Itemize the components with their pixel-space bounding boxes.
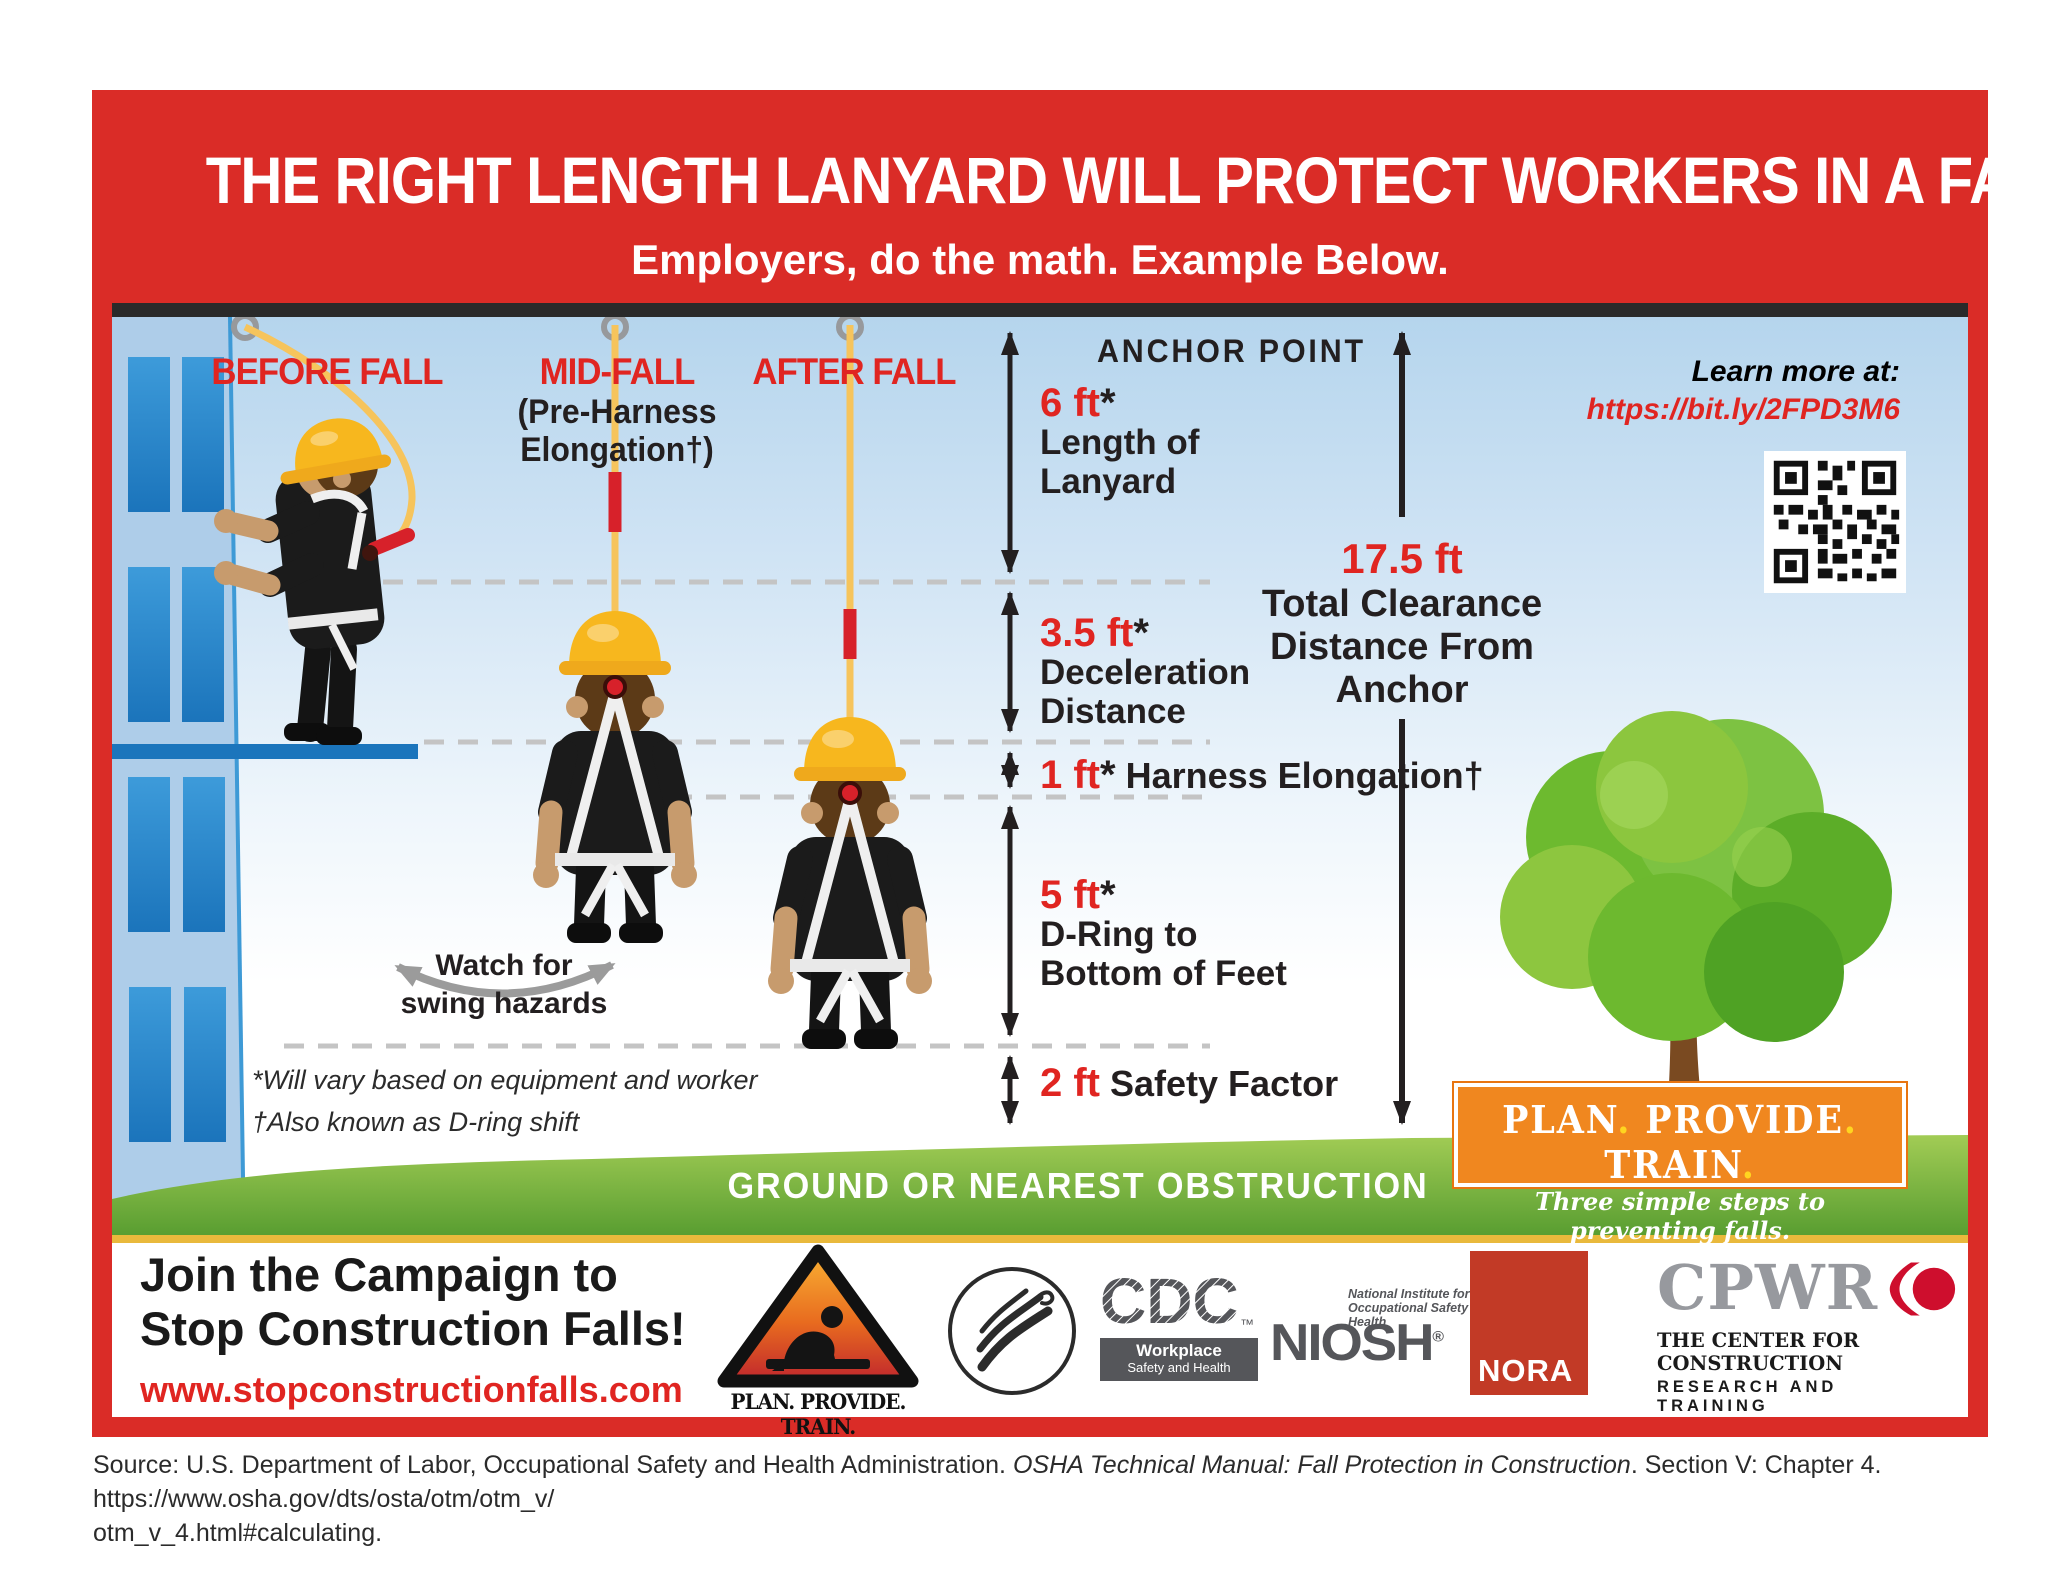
ground-label: GROUND OR NEAREST OBSTRUCTION bbox=[727, 1165, 1429, 1206]
learn-more-url[interactable]: https://bit.ly/2FPD3M6 bbox=[1586, 393, 1900, 426]
worker-mid-fall bbox=[533, 611, 697, 943]
cdc-wordmark: CDC ™ bbox=[1100, 1265, 1254, 1337]
building bbox=[112, 317, 246, 1243]
measure-3-5ft: 3.5 ft* bbox=[1040, 611, 1149, 655]
measure-3-5ft-text1: Deceleration bbox=[1040, 653, 1251, 692]
source-line-2: otm_v_4.html#calculating. bbox=[93, 1519, 383, 1547]
footnote-2: †Also known as D-ring shift bbox=[252, 1107, 580, 1137]
swing-hazard-label2: swing hazards bbox=[400, 987, 608, 1020]
scene-graphics bbox=[112, 317, 1968, 1243]
carabiner-icons bbox=[231, 317, 864, 341]
campaign-heading-1: Join the Campaign to bbox=[140, 1248, 618, 1301]
separator-strip bbox=[112, 303, 1968, 317]
tree bbox=[1500, 711, 1892, 1159]
sign-plan-provide-train: PLAN. PROVIDE. TRAIN. Three simple steps… bbox=[1452, 1081, 1908, 1243]
nora-logo: NORA bbox=[1470, 1251, 1588, 1395]
niosh-wordmark: NIOSH® bbox=[1270, 1314, 1444, 1372]
poster-title: THE RIGHT LENGTH LANYARD WILL PROTECT WO… bbox=[205, 143, 2048, 217]
cdc-logo: CDC ™ Workplace Safety and Health bbox=[1100, 1265, 1260, 1381]
measure-2ft: 2 ft Safety Factor bbox=[1040, 1061, 1339, 1105]
measure-5ft: 5 ft* bbox=[1040, 873, 1116, 917]
measure-1ft: 1 ft* Harness Elongation† bbox=[1040, 753, 1484, 797]
measure-5ft-text2: Bottom of Feet bbox=[1040, 954, 1287, 993]
hhs-logo bbox=[948, 1267, 1076, 1395]
svg-text:CDC: CDC bbox=[1100, 1269, 1239, 1331]
campaign-heading-2: Stop Construction Falls! bbox=[140, 1302, 686, 1355]
measure-5ft-text1: D-Ring to bbox=[1040, 915, 1198, 954]
measure-3-5ft-text2: Distance bbox=[1040, 692, 1186, 731]
cpwr-wordmark: CPWR bbox=[1657, 1251, 1879, 1324]
ground-gold-line bbox=[112, 1235, 1968, 1243]
cpwr-logo: CPWR THE CENTER FOR CONSTRUCTION RESEARC… bbox=[1657, 1257, 1957, 1416]
swing-hazard-label1: Watch for bbox=[435, 949, 573, 982]
niosh-subtitle: National Institute for Occupational Safe… bbox=[1348, 1287, 1494, 1329]
measure-6ft-text2: Lanyard bbox=[1040, 462, 1177, 501]
sign-words: PLAN. PROVIDE. TRAIN. bbox=[1502, 1097, 1858, 1187]
stage-label-after: AFTER FALL bbox=[752, 351, 956, 392]
ppt-caption: PLAN. PROVIDE. TRAIN. bbox=[730, 1389, 907, 1439]
worker-after-fall bbox=[768, 717, 932, 1049]
cpwr-subtitle-2: RESEARCH AND TRAINING bbox=[1657, 1378, 1838, 1415]
qr-code bbox=[1764, 451, 1906, 593]
worker-before-fall bbox=[214, 418, 415, 745]
learn-more-label: Learn more at: bbox=[1691, 355, 1900, 388]
cpwr-subtitle-1: THE CENTER FOR CONSTRUCTION bbox=[1657, 1329, 1860, 1375]
scene: ANCHOR POINT BEFORE FALL MID-FALL (Pre-H… bbox=[112, 317, 1968, 1243]
ppt-triangle-icon bbox=[717, 1244, 919, 1388]
cpwr-icon bbox=[1889, 1262, 1956, 1316]
poster-subtitle: Employers, do the math. Example Below. bbox=[631, 236, 1449, 283]
stage-label-before: BEFORE FALL bbox=[211, 351, 443, 392]
building-windows bbox=[128, 357, 226, 1142]
stage-label-mid-sub1: (Pre-Harness bbox=[517, 393, 717, 431]
measure-6ft-text1: Length of bbox=[1040, 423, 1200, 462]
stage-label-mid: MID-FALL bbox=[539, 351, 696, 392]
sign-tagline: Three simple steps to preventing falls. bbox=[1534, 1187, 1825, 1243]
stage-label-mid-sub2: Elongation†) bbox=[520, 431, 714, 469]
measure-6ft: 6 ft* bbox=[1040, 381, 1116, 425]
svg-text:™: ™ bbox=[1240, 1316, 1254, 1331]
source-note: Source: U.S. Department of Labor, Occupa… bbox=[93, 1448, 1973, 1550]
poster-frame: THE RIGHT LENGTH LANYARD WILL PROTECT WO… bbox=[92, 90, 2048, 1439]
footnote-1: *Will vary based on equipment and worker bbox=[252, 1065, 758, 1095]
work-platform bbox=[112, 744, 418, 759]
source-line-1: Source: U.S. Department of Labor, Occupa… bbox=[93, 1451, 1882, 1513]
swing-hazard-arrow-icon bbox=[394, 961, 616, 998]
total-clearance-label: 17.5 ft Total Clearance Distance From An… bbox=[1261, 535, 1543, 711]
campaign-url[interactable]: www.stopconstructionfalls.com bbox=[140, 1369, 683, 1410]
anchor-point-label: ANCHOR POINT bbox=[1097, 333, 1366, 369]
footer: Join the Campaign to Stop Construction F… bbox=[112, 1243, 1968, 1439]
ppt-triangle-logo: PLAN. PROVIDE. TRAIN. bbox=[708, 1243, 928, 1439]
cdc-subtitle: Workplace Safety and Health bbox=[1100, 1338, 1258, 1381]
